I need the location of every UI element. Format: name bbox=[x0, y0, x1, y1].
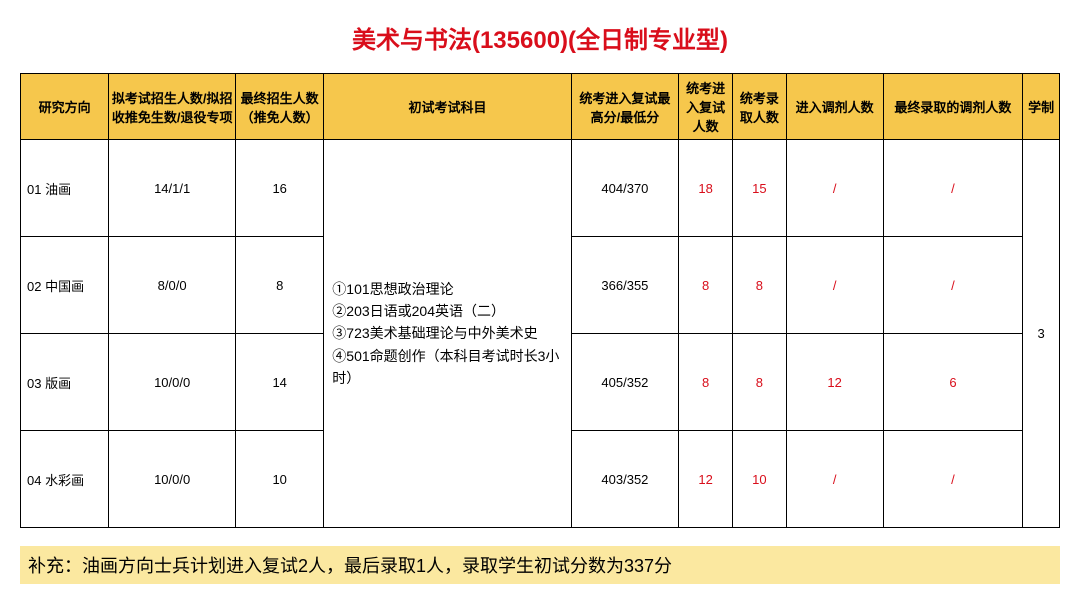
cell-score: 366/355 bbox=[571, 237, 679, 334]
col-final: 最终招生人数（推免人数） bbox=[236, 74, 324, 140]
cell-direction: 01 油画 bbox=[21, 140, 109, 237]
cell-plan: 14/1/1 bbox=[109, 140, 236, 237]
cell-adj-in: / bbox=[786, 237, 883, 334]
cell-admit: 15 bbox=[732, 140, 786, 237]
cell-enter: 18 bbox=[679, 140, 733, 237]
col-score: 统考进入复试最高分/最低分 bbox=[571, 74, 679, 140]
cell-adj-final: / bbox=[883, 431, 1023, 528]
cell-subjects: ①101思想政治理论②203日语或204英语（二）③723美术基础理论与中外美术… bbox=[324, 140, 571, 528]
cell-enter: 8 bbox=[679, 237, 733, 334]
cell-score: 404/370 bbox=[571, 140, 679, 237]
cell-admit: 10 bbox=[732, 431, 786, 528]
cell-final: 10 bbox=[236, 431, 324, 528]
col-enter: 统考进入复试人数 bbox=[679, 74, 733, 140]
col-subjects: 初试考试科目 bbox=[324, 74, 571, 140]
cell-enter: 8 bbox=[679, 334, 733, 431]
supplement-note: 补充：油画方向士兵计划进入复试2人，最后录取1人，录取学生初试分数为337分 bbox=[20, 546, 1060, 584]
cell-adj-in: / bbox=[786, 431, 883, 528]
table-header-row: 研究方向 拟考试招生人数/拟招收推免生数/退役专项 最终招生人数（推免人数） 初… bbox=[21, 74, 1060, 140]
admissions-table: 研究方向 拟考试招生人数/拟招收推免生数/退役专项 最终招生人数（推免人数） 初… bbox=[20, 73, 1060, 528]
cell-final: 16 bbox=[236, 140, 324, 237]
cell-adj-final: / bbox=[883, 140, 1023, 237]
cell-score: 403/352 bbox=[571, 431, 679, 528]
cell-direction: 04 水彩画 bbox=[21, 431, 109, 528]
cell-adj-in: 12 bbox=[786, 334, 883, 431]
cell-plan: 10/0/0 bbox=[109, 431, 236, 528]
cell-final: 14 bbox=[236, 334, 324, 431]
col-admit: 统考录取人数 bbox=[732, 74, 786, 140]
cell-admit: 8 bbox=[732, 334, 786, 431]
cell-score: 405/352 bbox=[571, 334, 679, 431]
cell-adj-final: / bbox=[883, 237, 1023, 334]
cell-plan: 8/0/0 bbox=[109, 237, 236, 334]
cell-direction: 03 版画 bbox=[21, 334, 109, 431]
cell-admit: 8 bbox=[732, 237, 786, 334]
cell-final: 8 bbox=[236, 237, 324, 334]
col-direction: 研究方向 bbox=[21, 74, 109, 140]
col-plan: 拟考试招生人数/拟招收推免生数/退役专项 bbox=[109, 74, 236, 140]
cell-enter: 12 bbox=[679, 431, 733, 528]
col-duration: 学制 bbox=[1023, 74, 1060, 140]
page-title: 美术与书法(135600)(全日制专业型) bbox=[20, 20, 1060, 55]
col-adj-in: 进入调剂人数 bbox=[786, 74, 883, 140]
cell-duration: 3 bbox=[1023, 140, 1060, 528]
cell-plan: 10/0/0 bbox=[109, 334, 236, 431]
cell-direction: 02 中国画 bbox=[21, 237, 109, 334]
table-row: 01 油画 14/1/1 16 ①101思想政治理论②203日语或204英语（二… bbox=[21, 140, 1060, 237]
cell-adj-final: 6 bbox=[883, 334, 1023, 431]
cell-adj-in: / bbox=[786, 140, 883, 237]
col-adj-final: 最终录取的调剂人数 bbox=[883, 74, 1023, 140]
